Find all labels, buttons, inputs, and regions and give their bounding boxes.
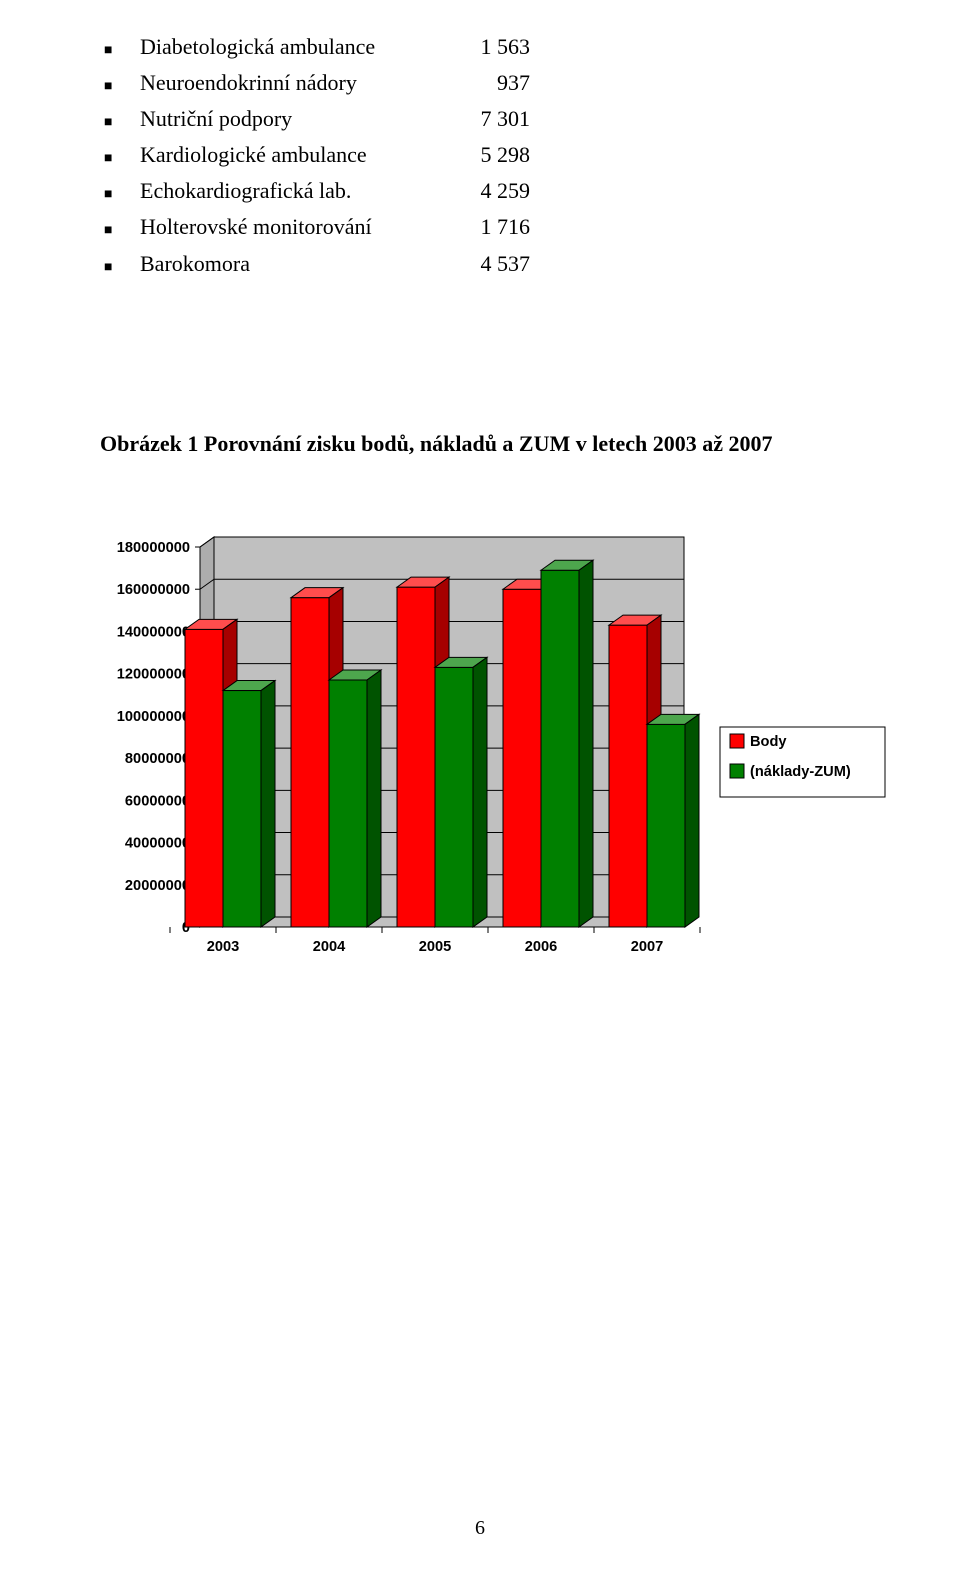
bullet-icon: ■ [100,39,140,61]
bullet-icon: ■ [100,256,140,278]
svg-text:180000000: 180000000 [117,540,190,556]
item-value: 5 298 [440,138,530,172]
svg-text:2006: 2006 [525,939,558,955]
bullet-icon: ■ [100,219,140,241]
svg-text:120000000: 120000000 [117,666,190,682]
item-label: Neuroendokrinní nádory [140,66,440,100]
page-number: 6 [0,1517,960,1540]
item-value: 1 563 [440,30,530,64]
svg-text:Body: Body [750,734,787,750]
item-label: Kardiologické ambulance [140,138,440,172]
list-item: ■Echokardiografická lab.4 259 [100,174,860,208]
item-label: Echokardiografická lab. [140,174,440,208]
svg-text:100000000: 100000000 [117,709,190,725]
item-value: 1 716 [440,210,530,244]
item-value: 937 [440,66,530,100]
list-item: ■Holterovské monitorování1 716 [100,210,860,244]
bar-chart: 0200000004000000060000000800000001000000… [80,527,900,997]
svg-text:60000000: 60000000 [125,793,190,809]
svg-text:160000000: 160000000 [117,582,190,598]
svg-text:(náklady-ZUM): (náklady-ZUM) [750,764,851,780]
item-value: 4 537 [440,247,530,281]
list-item: ■Neuroendokrinní nádory937 [100,66,860,100]
svg-text:40000000: 40000000 [125,835,190,851]
list-item: ■Nutriční podpory7 301 [100,102,860,136]
list-item: ■Kardiologické ambulance5 298 [100,138,860,172]
clinic-list: ■Diabetologická ambulance1 563■Neuroendo… [100,30,860,281]
item-value: 4 259 [440,174,530,208]
item-label: Barokomora [140,247,440,281]
bullet-icon: ■ [100,183,140,205]
item-value: 7 301 [440,102,530,136]
figure-caption: Obrázek 1 Porovnání zisku bodů, nákladů … [100,431,860,457]
svg-text:2003: 2003 [207,939,240,955]
bullet-icon: ■ [100,147,140,169]
chart-container: 0200000004000000060000000800000001000000… [80,527,860,1002]
item-label: Holterovské monitorování [140,210,440,244]
svg-text:140000000: 140000000 [117,624,190,640]
item-label: Diabetologická ambulance [140,30,440,64]
list-item: ■Barokomora4 537 [100,247,860,281]
svg-text:20000000: 20000000 [125,877,190,893]
svg-text:2005: 2005 [419,939,452,955]
item-label: Nutriční podpory [140,102,440,136]
bullet-icon: ■ [100,111,140,133]
svg-text:2004: 2004 [313,939,346,955]
list-item: ■Diabetologická ambulance1 563 [100,30,860,64]
bullet-icon: ■ [100,75,140,97]
svg-text:80000000: 80000000 [125,751,190,767]
svg-text:2007: 2007 [631,939,664,955]
